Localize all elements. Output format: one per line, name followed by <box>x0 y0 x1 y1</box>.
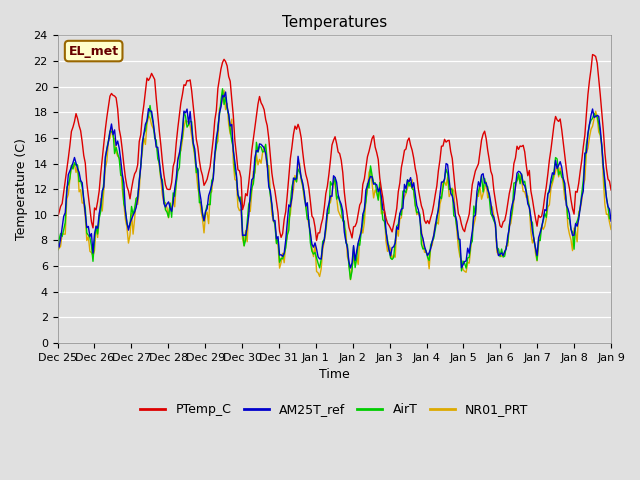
Y-axis label: Temperature (C): Temperature (C) <box>15 138 28 240</box>
X-axis label: Time: Time <box>319 368 349 381</box>
Legend: PTemp_C, AM25T_ref, AirT, NR01_PRT: PTemp_C, AM25T_ref, AirT, NR01_PRT <box>135 398 533 421</box>
Text: EL_met: EL_met <box>68 45 119 58</box>
Title: Temperatures: Temperatures <box>282 15 387 30</box>
